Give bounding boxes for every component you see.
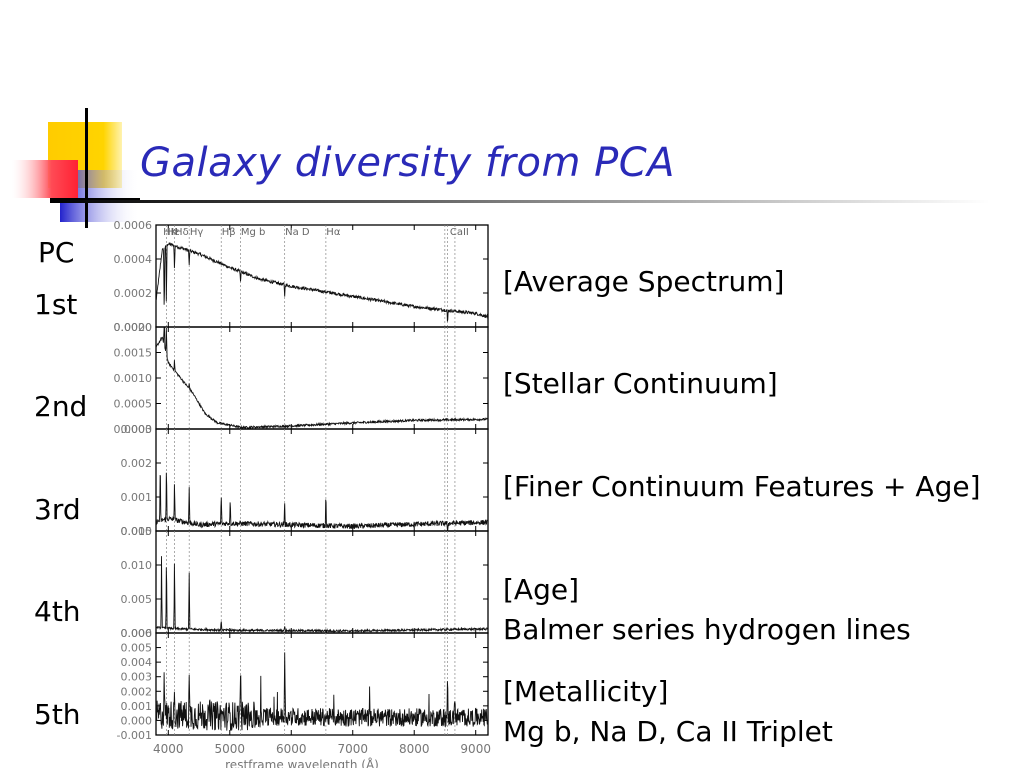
spectrum-line-pc-5th <box>155 652 489 731</box>
logo-horizontal-bar <box>50 198 140 201</box>
logo-vertical-bar <box>85 108 88 228</box>
pc-description-4: [Age] Balmer series hydrogen lines <box>503 570 911 650</box>
y-tick-label: 0.0000 <box>114 321 153 334</box>
pc-description-1: [Average Spectrum] <box>503 262 784 302</box>
x-tick-label: 9000 <box>460 742 491 756</box>
slide-title: Galaxy diversity from PCA <box>140 140 676 186</box>
y-tick-label: 0.003 <box>121 423 153 436</box>
x-axis-label: restframe wavelength (Å) <box>225 757 379 768</box>
y-tick-label: 0.005 <box>121 593 153 606</box>
y-tick-label: 0.001 <box>121 491 153 504</box>
y-tick-label: 0.0010 <box>114 372 153 385</box>
y-tick-label: 0.010 <box>121 559 153 572</box>
panel-frame-5th <box>155 632 489 736</box>
y-tick-label: 0.000 <box>121 627 153 640</box>
y-tick-label: 0.0020 <box>114 321 153 334</box>
spectral-line-label: Mg b <box>241 227 266 238</box>
pc-description-line: [Stellar Continuum] <box>503 367 778 400</box>
y-tick-label: 0.005 <box>121 642 153 655</box>
y-tick-label: 0.002 <box>121 457 153 470</box>
title-underline <box>50 200 990 203</box>
spectral-line-label: CaII <box>450 227 469 238</box>
pc-row-label-3: 3rd <box>34 493 81 526</box>
y-tick-label: 0.0006 <box>114 219 153 232</box>
panel-frame-1st <box>155 224 489 328</box>
y-tick-label: 0.006 <box>121 627 153 640</box>
pc-row-label-5: 5th <box>34 698 81 731</box>
pca-spectra-figure: 0.00060.00040.00020.00000.00200.00150.00… <box>114 219 491 768</box>
y-tick-label: 0.001 <box>121 700 153 713</box>
spectrum-line-pc-4th <box>155 556 489 634</box>
y-tick-label: 0.002 <box>121 685 153 698</box>
panel-frame-3rd <box>155 428 489 532</box>
x-tick-label: 7000 <box>337 742 368 756</box>
slide-logo <box>12 108 140 228</box>
y-tick-label: 0.004 <box>121 656 153 669</box>
pc-description-line: Mg b, Na D, Ca II Triplet <box>503 715 833 748</box>
x-tick-label: 8000 <box>399 742 430 756</box>
pc-description-line: [Age] <box>503 573 580 606</box>
spectral-line-label: Hδ <box>175 227 189 238</box>
pc-row-label-4: 4th <box>34 595 81 628</box>
pc-description-5: [Metallicity] Mg b, Na D, Ca II Triplet <box>503 672 833 752</box>
logo-red-square <box>12 160 78 198</box>
x-tick-label: 5000 <box>215 742 246 756</box>
pc-row-label-1: 1st <box>34 288 78 321</box>
x-tick-label: 4000 <box>153 742 184 756</box>
y-tick-label: 0.0002 <box>114 287 153 300</box>
spectral-line-label: Hγ <box>190 227 204 238</box>
y-tick-label: 0.000 <box>121 525 153 538</box>
spectral-line-label: HK <box>163 227 178 238</box>
y-tick-label: 0.003 <box>121 671 153 684</box>
y-tick-label: 0.000 <box>121 714 153 727</box>
spectrum-line-pc-1st <box>155 242 489 322</box>
pc-row-label-2: 2nd <box>34 390 88 423</box>
y-tick-label: 0.0005 <box>114 398 153 411</box>
x-tick-label: 6000 <box>276 742 307 756</box>
pc-description-line: [Metallicity] <box>503 675 669 708</box>
pc-description-line: [Finer Continuum Features + Age] <box>503 470 981 503</box>
spectral-line-label: Hβ <box>222 227 236 238</box>
spectrum-line-pc-2nd <box>155 327 489 430</box>
pc-column-header: PC <box>38 236 75 269</box>
pc-description-line: Balmer series hydrogen lines <box>503 613 911 646</box>
y-tick-label: 0.0004 <box>114 253 153 266</box>
y-tick-label: 0.0015 <box>114 347 153 360</box>
pc-description-2: [Stellar Continuum] <box>503 364 778 404</box>
spectral-line-label: Hα <box>326 227 341 238</box>
y-tick-label: 0.0000 <box>114 423 153 436</box>
spectrum-line-pc-3rd <box>155 472 489 531</box>
spectral-line-label: Hε <box>167 227 180 238</box>
y-tick-label: 0.015 <box>121 525 153 538</box>
y-tick-label: -0.001 <box>117 729 152 742</box>
pc-description-line: [Average Spectrum] <box>503 265 785 298</box>
spectral-line-label: Na D <box>285 227 310 238</box>
panel-frame-4th <box>155 530 489 634</box>
pc-description-3: [Finer Continuum Features + Age] <box>503 467 981 507</box>
